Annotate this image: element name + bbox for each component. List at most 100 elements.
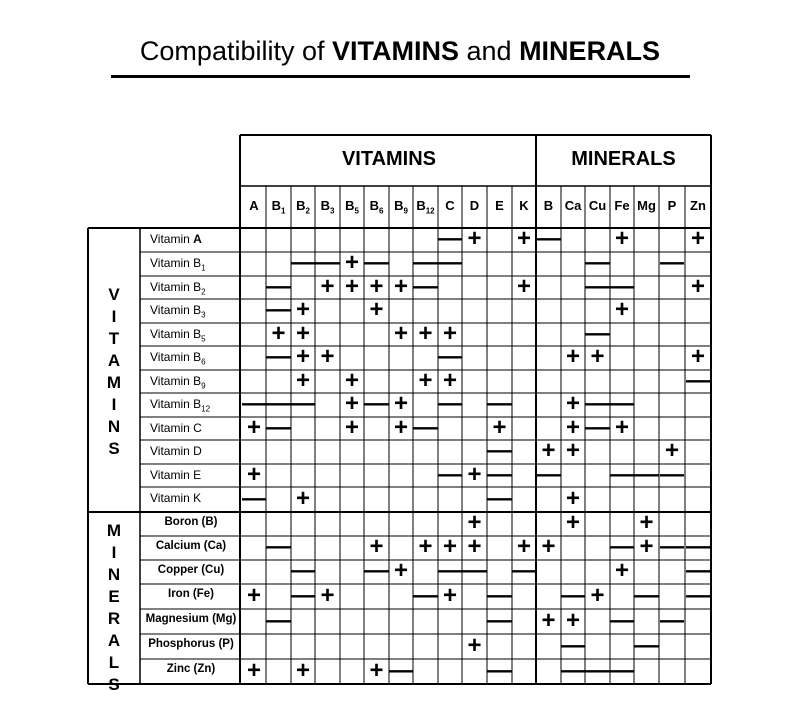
incompatible-mark: — <box>660 606 684 634</box>
compatible-mark: + <box>690 225 705 252</box>
compatible-mark: + <box>369 296 384 323</box>
incompatible-mark: — <box>364 390 389 417</box>
incompatible-mark: — <box>610 460 634 488</box>
incompatible-mark: — <box>266 390 291 417</box>
incompatible-mark: — <box>660 533 684 560</box>
compatible-mark: + <box>369 656 384 684</box>
compatible-mark: + <box>467 509 482 536</box>
compatible-mark: + <box>246 413 261 441</box>
incompatible-mark: — <box>266 296 291 323</box>
incompatible-mark: — <box>585 390 610 417</box>
compatible-mark: + <box>614 557 629 584</box>
page-title: Compatibility of VITAMINS and MINERALS <box>0 36 800 67</box>
column-header: K <box>519 198 529 213</box>
incompatible-mark: — <box>438 557 462 584</box>
compatible-mark: + <box>690 343 705 370</box>
compatible-mark: + <box>614 296 629 323</box>
incompatible-mark: — <box>487 581 512 609</box>
compatible-mark: + <box>320 343 335 370</box>
compatible-mark: + <box>565 343 580 370</box>
incompatible-mark: — <box>634 581 659 609</box>
compatible-mark: + <box>541 533 556 560</box>
side-vitamins-letter: S <box>108 439 120 458</box>
compatible-mark: + <box>344 390 359 417</box>
incompatible-mark: — <box>487 437 512 464</box>
compatible-mark: + <box>614 225 629 252</box>
compatible-mark: + <box>442 533 457 560</box>
header-vitamins: VITAMINS <box>341 148 437 170</box>
incompatible-mark: — <box>660 460 684 488</box>
compatible-mark: + <box>295 319 310 347</box>
incompatible-mark: — <box>413 413 438 441</box>
incompatible-mark: — <box>660 249 684 276</box>
header-minerals: MINERALS <box>571 148 676 170</box>
incompatible-mark: — <box>462 557 487 584</box>
compatible-mark: + <box>369 533 384 560</box>
compatible-mark: + <box>344 249 359 276</box>
compatible-mark: + <box>565 390 580 417</box>
compatible-mark: + <box>418 319 433 347</box>
compatible-mark: + <box>565 437 580 464</box>
incompatible-mark: — <box>242 390 266 417</box>
incompatible-mark: — <box>266 533 291 560</box>
incompatible-mark: — <box>585 272 610 300</box>
incompatible-mark: — <box>266 272 291 300</box>
incompatible-mark: — <box>610 533 634 560</box>
incompatible-mark: — <box>413 249 438 276</box>
side-vitamins-letter: M <box>106 373 122 392</box>
incompatible-mark: — <box>266 606 291 634</box>
side-minerals-letter: L <box>108 653 120 672</box>
compatible-mark: + <box>418 366 433 394</box>
incompatible-mark: — <box>610 390 634 417</box>
compatible-mark: + <box>516 225 531 252</box>
column-header: B1 <box>271 198 286 216</box>
row-label: Boron (B) <box>164 516 218 528</box>
compatible-mark: + <box>541 437 556 464</box>
row-label: Vitamin E <box>150 468 202 482</box>
row-label: Calcium (Ca) <box>155 540 227 552</box>
row-label: Vitamin D <box>150 444 202 458</box>
compatible-mark: + <box>418 533 433 560</box>
incompatible-mark: — <box>686 581 710 609</box>
compatible-mark: + <box>590 581 605 609</box>
compatible-mark: + <box>393 272 408 300</box>
compatible-mark: + <box>467 225 482 252</box>
compatible-mark: + <box>565 484 580 512</box>
row-label: Copper (Cu) <box>157 564 225 576</box>
incompatible-mark: — <box>610 606 634 634</box>
side-vitamins-letter: I <box>111 307 117 326</box>
incompatible-mark: — <box>610 272 634 300</box>
side-vitamins-letter: V <box>108 285 120 304</box>
row-label: Iron (Fe) <box>168 588 214 600</box>
column-header: B5 <box>345 198 359 216</box>
compatible-mark: + <box>516 272 531 300</box>
compatible-mark: + <box>393 557 408 584</box>
incompatible-mark: — <box>438 225 462 252</box>
row-label: Vitamin B3 <box>150 303 206 320</box>
compatible-mark: + <box>246 460 261 488</box>
compatible-mark: + <box>565 606 580 634</box>
incompatible-mark: — <box>291 581 315 609</box>
title-underline <box>111 75 690 78</box>
column-header: A <box>249 198 259 213</box>
row-label: Phosphorus (P) <box>148 638 234 650</box>
side-minerals-letter: M <box>106 521 122 540</box>
incompatible-mark: — <box>561 656 585 684</box>
incompatible-mark: — <box>536 460 561 488</box>
side-vitamins-letter: A <box>107 351 121 370</box>
incompatible-mark: — <box>364 557 389 584</box>
compatible-mark: + <box>467 460 482 488</box>
incompatible-mark: — <box>438 249 462 276</box>
incompatible-mark: — <box>389 656 413 684</box>
compatible-mark: + <box>246 656 261 684</box>
side-minerals-letter: R <box>107 609 121 628</box>
compatible-mark: + <box>393 390 408 417</box>
side-vitamins-letter: T <box>108 329 120 348</box>
compatible-mark: + <box>442 319 457 347</box>
row-label: Zinc (Zn) <box>166 663 216 675</box>
column-header: B <box>543 198 554 213</box>
column-header: B2 <box>296 198 310 216</box>
column-header: Mg <box>637 198 656 213</box>
compatible-mark: + <box>467 631 482 659</box>
